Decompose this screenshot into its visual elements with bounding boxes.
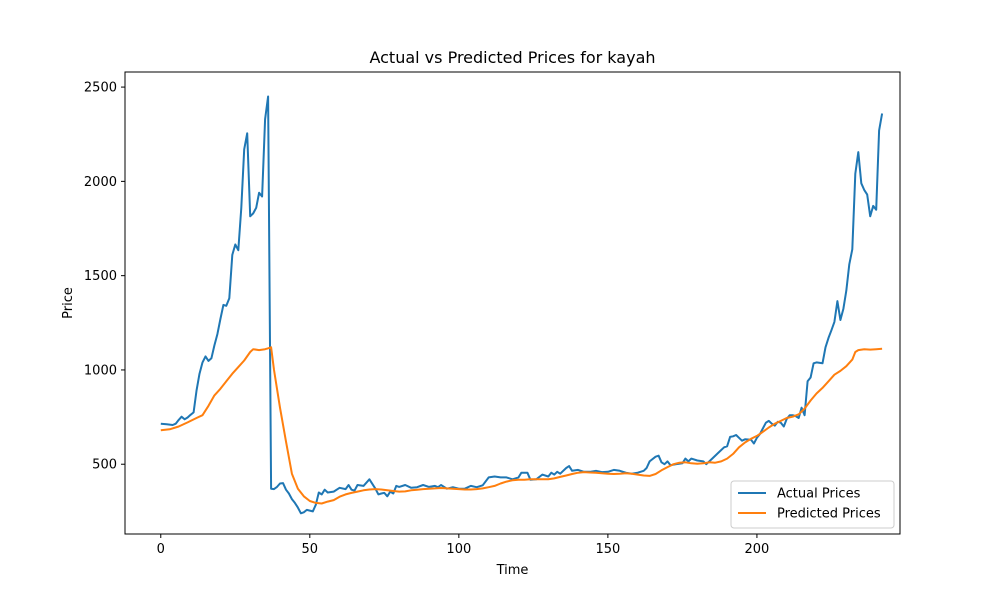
series-line-predicted [160,346,883,505]
y-tick-label: 1000 [84,363,117,378]
series-lines [160,95,884,515]
x-tick-label: 50 [302,542,319,557]
legend-label-predicted: Predicted Prices [777,507,881,522]
x-tick-label: 100 [446,542,471,557]
x-tick-label: 150 [595,542,620,557]
legend-label-actual: Actual Prices [777,487,861,502]
chart-title: Actual vs Predicted Prices for kayah [369,48,655,67]
axis-ticks: 0 50 100 150 200 500 1000 1500 2000 2500 [84,81,769,557]
x-axis-label: Time [496,563,529,578]
x-tick-label: 0 [157,542,165,557]
series-line-actual [160,95,884,515]
plot-area-frame [124,71,901,535]
y-tick-label: 2000 [84,175,117,190]
legend-box [730,480,895,529]
y-axis-label: Price [61,287,76,319]
y-tick-label: 1500 [84,269,117,284]
chart-legend: Actual Prices Predicted Prices [730,480,895,529]
y-tick-label: 2500 [84,81,117,96]
y-tick-label: 500 [92,458,117,473]
x-tick-label: 200 [745,542,770,557]
